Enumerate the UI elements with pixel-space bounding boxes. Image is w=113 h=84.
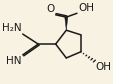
- Text: OH: OH: [77, 3, 93, 13]
- Text: OH: OH: [94, 62, 110, 72]
- Polygon shape: [64, 17, 67, 30]
- Text: O: O: [46, 4, 54, 14]
- Text: HN: HN: [6, 56, 22, 66]
- Text: H₂N: H₂N: [2, 23, 22, 33]
